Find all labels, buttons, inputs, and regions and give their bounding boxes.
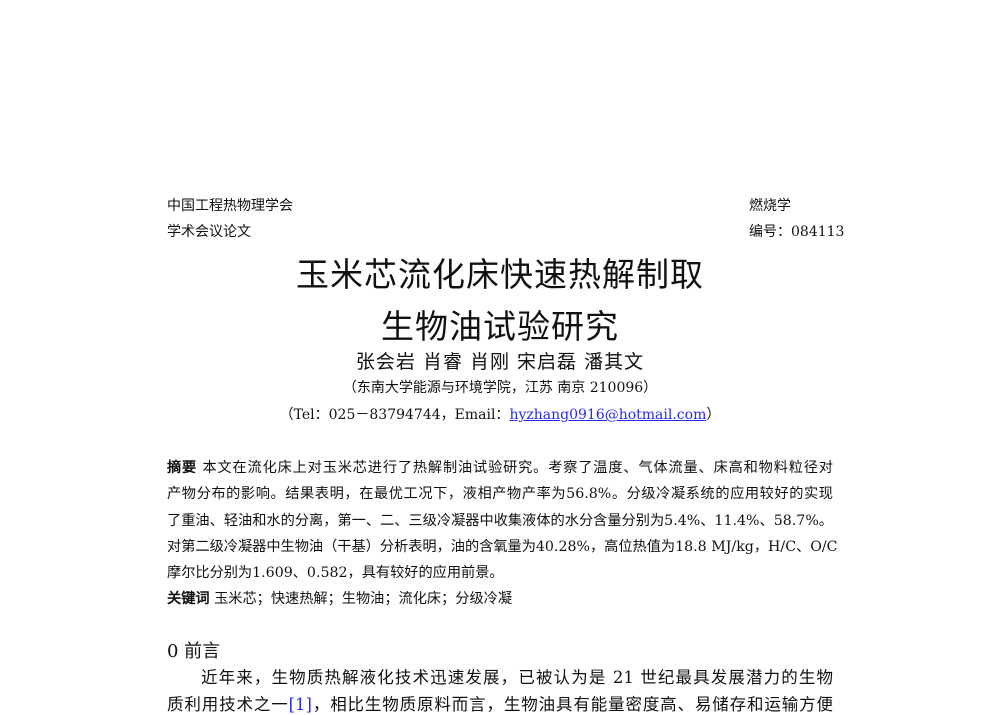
body-text: ，相比生物质原料而言，生物油具有能量密度高、易储存和运输方便	[311, 695, 834, 714]
keywords: 关键词 玉米芯；快速热解；生物油；流化床；分级冷凝	[167, 588, 833, 608]
contact-suffix: ）	[706, 407, 721, 423]
abstract-text: 本文在流化床上对玉米芯进行了热解制油试验研究。考察了温度、气体流量、床高和物料粒…	[202, 460, 833, 476]
email-link[interactable]: hyzhang0916@hotmail.com	[509, 407, 707, 423]
paper-number: 编号：084113	[749, 224, 845, 240]
subject-category: 燃烧学	[749, 198, 791, 214]
abstract-line: 对第二级冷凝器中生物油（干基）分析表明，油的含氧量为40.28%，高位热值为18…	[167, 539, 838, 555]
keywords-label: 关键词	[167, 591, 210, 607]
body-line: 近年来，生物质热解液化技术迅速发展，已被认为是 21 世纪最具发展潜力的生物	[201, 668, 833, 687]
contact-info: （Tel：025－83794744，Email：hyzhang0916@hotm…	[0, 404, 1000, 424]
paper-type: 学术会议论文	[167, 224, 251, 240]
authors: 张会岩 肖睿 肖刚 宋启磊 潘其文	[355, 351, 645, 373]
body-line: 质利用技术之一[1]，相比生物质原料而言，生物油具有能量密度高、易储存和运输方便	[167, 691, 833, 715]
abstract-line: 了重油、轻油和水的分离，第一、二、三级冷凝器中收集液体的水分含量分别为5.4%、…	[167, 513, 833, 529]
affiliation: （东南大学能源与环境学院，江苏 南京 210096）	[342, 380, 658, 396]
body-text: 质利用技术之一	[167, 695, 289, 714]
paper-title-line1: 玉米芯流化床快速热解制取	[296, 255, 704, 294]
paper-title-line2: 生物油试验研究	[381, 307, 619, 346]
contact-prefix: （Tel：025－83794744，Email：	[279, 407, 510, 423]
society-name: 中国工程热物理学会	[167, 198, 293, 214]
keywords-text: 玉米芯；快速热解；生物油；流化床；分级冷凝	[214, 591, 513, 607]
citation-link[interactable]: [1]	[288, 695, 312, 714]
abstract-line: 产物分布的影响。结果表明，在最优工况下，液相产物产率为56.8%。分级冷凝系统的…	[167, 486, 833, 502]
abstract-label: 摘要	[167, 460, 198, 476]
abstract-line: 摘要 本文在流化床上对玉米芯进行了热解制油试验研究。考察了温度、气体流量、床高和…	[167, 457, 833, 477]
section-heading: 0 前言	[167, 641, 221, 662]
abstract-line: 摩尔比分别为1.609、0.582，具有较好的应用前景。	[167, 565, 504, 581]
